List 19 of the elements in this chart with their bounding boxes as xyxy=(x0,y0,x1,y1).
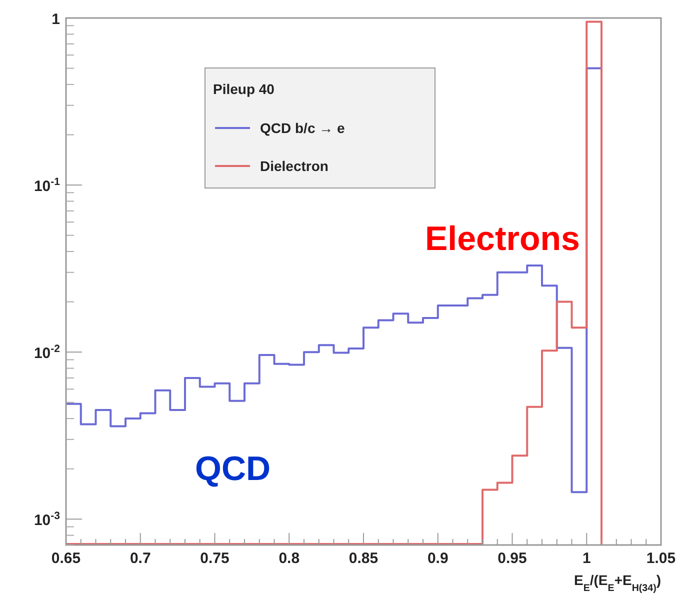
x-tick-label: 0.8 xyxy=(278,550,300,567)
x-tick-label: 0.75 xyxy=(200,550,230,567)
y-tick-label: 10$^{-1}$ xyxy=(34,176,60,196)
x-tick-label: 1 xyxy=(582,550,591,567)
x-tick-label: 0.7 xyxy=(130,550,151,567)
x-tick-label: 0.65 xyxy=(51,550,81,567)
y-tick-label: 10$^{-3}$ xyxy=(34,510,60,530)
annotation: QCD xyxy=(195,450,271,488)
x-tick-label: 0.9 xyxy=(427,550,448,567)
x-tick-label: 0.85 xyxy=(348,550,378,567)
x-tick-label: 0.95 xyxy=(498,550,527,567)
x-tick-label: 1.05 xyxy=(646,550,676,567)
legend-label: Dielectron xyxy=(260,158,328,174)
annotation: Electrons xyxy=(425,220,580,258)
x-axis-title: E$_{E}$/(E$_{E}$+E$_{H(34)}$) xyxy=(574,572,661,594)
legend-label: QCD b/c → e xyxy=(260,120,346,136)
y-tick-label: 1 xyxy=(52,11,60,28)
legend-title: Pileup 40 xyxy=(213,81,275,97)
y-tick-label: 10$^{-2}$ xyxy=(34,343,60,362)
